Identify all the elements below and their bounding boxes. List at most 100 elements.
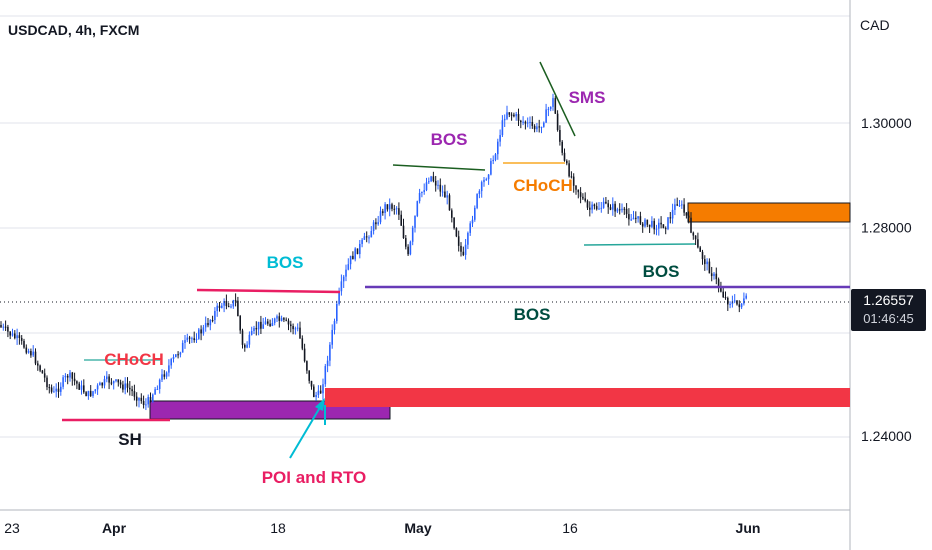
candle-body (191, 338, 193, 340)
x-tick-label: Jun (736, 520, 761, 536)
candle-body (326, 360, 329, 367)
candle-body (524, 121, 527, 124)
candle-body (78, 383, 80, 390)
candle-body (57, 388, 60, 392)
candle-body (593, 204, 596, 207)
candle-body (453, 217, 455, 229)
candle-body (149, 397, 152, 402)
candle-body (257, 321, 260, 330)
candle-body (644, 219, 646, 227)
annotation-sh: SH (118, 430, 142, 449)
candle-body (492, 159, 494, 162)
candle-body (701, 251, 704, 260)
candle-body (175, 354, 177, 358)
candle-body (637, 216, 639, 219)
candle-body (467, 232, 469, 245)
candle-body (579, 192, 582, 197)
candle-body (30, 351, 32, 356)
chart-title: USDCAD, 4h, FXCM (8, 22, 139, 38)
candle-body (232, 300, 235, 307)
candle-body (283, 318, 285, 320)
candle-body (612, 203, 614, 210)
candle-body (303, 348, 306, 362)
candle-body (540, 126, 543, 128)
candle-body (494, 154, 497, 160)
candle-body (158, 379, 161, 390)
candle-body (37, 363, 39, 366)
candle-body (55, 388, 57, 392)
candle-body (336, 303, 338, 322)
candle-body (227, 306, 230, 308)
candle-body (411, 227, 414, 242)
candle-body (547, 108, 550, 110)
last-price-value: 1.26557 (863, 292, 914, 308)
candle-body (740, 303, 743, 308)
supply-zone-orange (687, 202, 851, 223)
y-tick-label: 1.24000 (861, 428, 912, 444)
candle-body (382, 211, 384, 214)
candle-body (207, 322, 209, 326)
candle-body (184, 340, 186, 343)
candle-body (69, 372, 71, 378)
candle-body (39, 365, 41, 371)
candle-body (165, 372, 168, 377)
candle-body (635, 217, 637, 219)
candle-body (108, 376, 110, 383)
candle-body (319, 390, 322, 394)
candle-body (324, 366, 327, 385)
candle-body (83, 385, 85, 393)
candle-body (391, 204, 393, 209)
candle-body (641, 223, 644, 227)
candle-body (589, 207, 591, 210)
candle-body (223, 301, 225, 306)
candle-body (276, 316, 278, 319)
candle-body (237, 300, 239, 317)
candle-body (648, 224, 651, 227)
candle-body (577, 189, 580, 193)
candle-body (405, 238, 407, 247)
candle-body (738, 304, 741, 308)
candle-body (340, 281, 343, 292)
candle-body (667, 217, 669, 229)
candle-body (361, 239, 363, 244)
candle-body (211, 320, 214, 322)
candle-body (347, 264, 350, 270)
candle-body (352, 255, 354, 260)
candle-body (244, 344, 246, 348)
candle-body (89, 390, 92, 396)
candle-body (451, 210, 453, 218)
candle-body (582, 196, 584, 199)
candle-body (543, 122, 545, 127)
candle-body (533, 125, 536, 130)
candle-body (138, 397, 140, 401)
candle-body (2, 326, 5, 328)
candle-body (124, 383, 126, 390)
candle-body (704, 259, 706, 265)
candle-body (687, 215, 690, 218)
candle-body (377, 222, 379, 225)
candle-body (43, 373, 46, 378)
poi-arrow-head (315, 398, 325, 411)
candle-body (414, 215, 416, 228)
annotation-sms: SMS (569, 88, 606, 107)
candle-body (278, 316, 281, 321)
bos-cyan-level-line (196, 288, 341, 294)
candle-body (600, 207, 603, 209)
candle-body (94, 389, 97, 392)
candle-body (333, 321, 336, 330)
candle-body (342, 276, 345, 282)
candle-body (584, 198, 586, 201)
candle-body (559, 130, 561, 142)
annotation-bos-darkgreen-1: BOS (643, 262, 680, 281)
candle-body (393, 208, 396, 210)
last-price-tag: 1.26557 01:46:45 (851, 289, 926, 331)
candle-body (198, 329, 200, 339)
candle-body (76, 381, 78, 384)
candle-body (253, 327, 255, 332)
candle-body (632, 217, 635, 220)
candle-body (522, 121, 524, 123)
candle-body (135, 396, 138, 401)
candle-body (409, 241, 412, 255)
candle-body (140, 397, 143, 402)
